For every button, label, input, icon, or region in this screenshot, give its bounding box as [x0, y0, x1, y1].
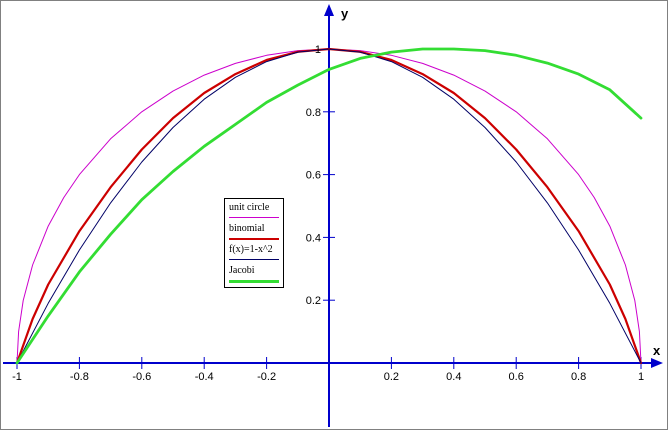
- x-tick-label: -0.4: [195, 371, 214, 383]
- legend-swatch: [229, 280, 279, 283]
- y-tick-label: 1: [315, 44, 321, 56]
- legend-label: binomial: [229, 223, 265, 234]
- legend-swatch: [229, 238, 279, 240]
- x-tick-label: -0.6: [132, 371, 151, 383]
- legend-item-binomial: binomial: [229, 223, 281, 245]
- y-tick-label: 0.6: [306, 170, 321, 182]
- x-axis-label: x: [653, 343, 661, 358]
- y-axis-arrow: [324, 4, 334, 16]
- legend-swatch: [229, 217, 279, 218]
- legend-item-parabola: f(x)=1-x^2: [229, 244, 281, 266]
- legend: unit circle binomial f(x)=1-x^2 Jacobi: [224, 198, 284, 288]
- x-tick-label: -0.8: [70, 371, 89, 383]
- x-tick-label: 0.4: [446, 371, 461, 383]
- series-line-jacobi: [15, 47, 643, 365]
- legend-swatch: [229, 259, 279, 260]
- y-tick-label: 0.4: [306, 232, 321, 244]
- x-tick-label: 0.8: [571, 371, 586, 383]
- x-tick-label: -1: [12, 371, 22, 383]
- legend-label: unit circle: [229, 202, 270, 213]
- series-line-f-x-1-x-2: [16, 48, 642, 364]
- x-tick-label: -0.2: [257, 371, 276, 383]
- x-tick-label: 1: [638, 371, 644, 383]
- legend-label: f(x)=1-x^2: [229, 244, 273, 255]
- y-tick-label: 0.8: [306, 107, 321, 119]
- x-tick-label: 0.6: [509, 371, 524, 383]
- legend-item-jacobi: Jacobi: [229, 265, 281, 287]
- legend-label: Jacobi: [229, 265, 255, 276]
- legend-item-unit-circle: unit circle: [229, 202, 281, 224]
- x-axis-arrow: [651, 358, 663, 368]
- x-tick-label: 0.2: [384, 371, 399, 383]
- y-tick-label: 0.2: [306, 295, 321, 307]
- y-axis-label: y: [341, 6, 349, 21]
